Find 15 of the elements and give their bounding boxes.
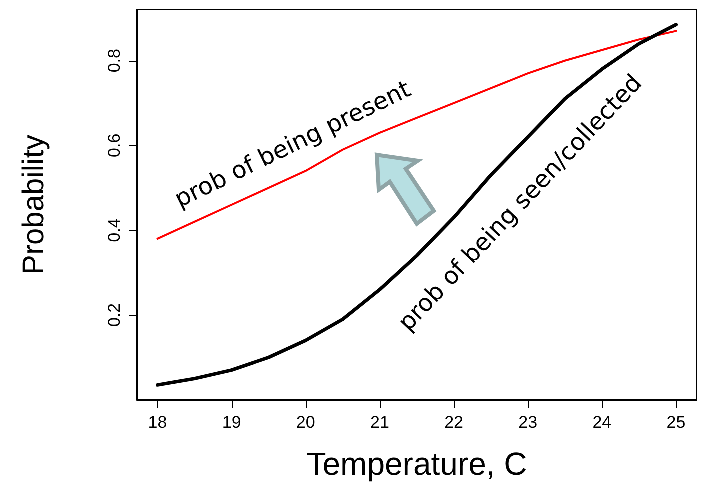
x-tick-label: 20 — [296, 413, 316, 432]
y-tick-label: 0.2 — [105, 303, 124, 328]
line-series — [156, 23, 678, 387]
x-tick-label: 25 — [666, 413, 686, 432]
x-tick-label: 24 — [592, 413, 612, 432]
x-tick-label: 23 — [518, 413, 538, 432]
x-tick-label: 19 — [222, 413, 242, 432]
y-tick-label: 0.8 — [105, 49, 124, 73]
y-axis-title: Probability — [18, 134, 50, 276]
y-tick-label: 0.4 — [105, 218, 124, 242]
x-tick-label: 22 — [444, 413, 464, 432]
x-tick-label: 21 — [370, 413, 390, 432]
x-axis-title: Temperature, C — [306, 446, 528, 482]
x-tick-label: 18 — [148, 413, 168, 432]
y-tick-label: 0.6 — [105, 134, 124, 158]
